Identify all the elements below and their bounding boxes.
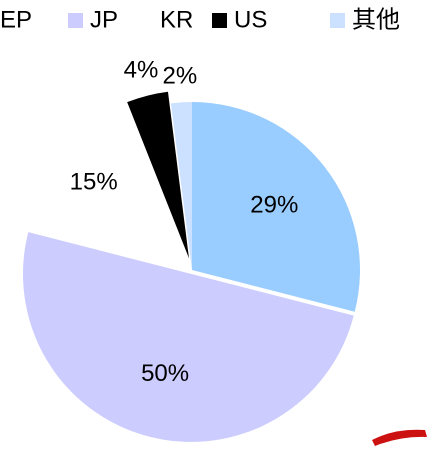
pie-slice	[127, 91, 190, 259]
pie-slice	[192, 102, 361, 312]
legend-swatch	[138, 13, 153, 28]
legend-swatch	[68, 13, 83, 28]
legend-swatch	[330, 13, 345, 28]
legend-label: EP	[0, 6, 32, 33]
data-label: 4%	[124, 57, 159, 84]
data-label: 29%	[250, 192, 298, 219]
data-label: 15%	[70, 169, 118, 196]
pie-slice	[170, 102, 192, 270]
legend-label: KR	[160, 6, 193, 33]
data-label: 2%	[163, 63, 198, 90]
pie-slice	[29, 113, 192, 271]
data-label: 50%	[141, 360, 189, 387]
legend-label: 其他	[352, 6, 400, 33]
legend-label: JP	[90, 6, 118, 33]
legend-swatch	[212, 13, 227, 28]
legend-label: US	[234, 6, 267, 33]
pie-slice	[22, 232, 354, 442]
decoration	[372, 429, 427, 446]
